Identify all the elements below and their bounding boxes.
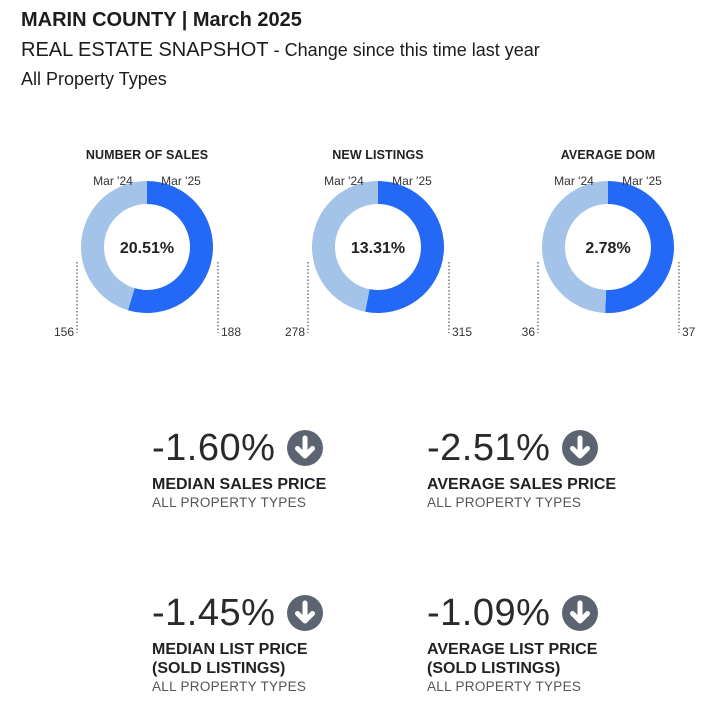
period-label-current: Mar '25 (161, 174, 201, 188)
report-subtitle: REAL ESTATE SNAPSHOT - Change since this… (21, 38, 540, 62)
metric-median-sales-price: -1.60% MEDIAN SALES PRICE ALL PROPERTY T… (152, 426, 326, 511)
report-subtitle-main: REAL ESTATE SNAPSHOT (21, 39, 269, 61)
metric-label-secondary: (SOLD LISTINGS) (152, 660, 286, 677)
period-label-prior: Mar '24 (324, 174, 364, 188)
arrow-down-circle-icon (287, 430, 324, 466)
donut-title: NUMBER OF SALES (85, 148, 209, 162)
period-label-current: Mar '25 (622, 174, 662, 188)
report-subtitle-suffix: - Change since this time last year (273, 40, 540, 60)
report-title: MARIN COUNTY | March 2025 (21, 9, 302, 31)
metric-label-secondary: (SOLD LISTINGS) (427, 660, 561, 677)
donut-svg: 20.51% Mar '24 Mar '25 156 188 (54, 174, 241, 339)
value-label-prior: 156 (54, 325, 74, 339)
value-label-prior: 278 (285, 325, 305, 339)
value-label-current: 37 (682, 325, 696, 339)
value-label-current: 315 (452, 325, 472, 339)
donut-slice-current (127, 181, 213, 313)
arrow-down-circle-icon (562, 595, 599, 631)
metric-value: -1.09% (427, 592, 551, 634)
donut-slice-prior (312, 181, 378, 312)
metric-value: -1.45% (152, 592, 276, 634)
metric-average-list-price: -1.09% AVERAGE LIST PRICE (SOLD LISTINGS… (427, 591, 599, 695)
arrow-down-circle-icon (287, 595, 324, 631)
metric-value: -2.51% (427, 427, 551, 469)
metric-value: -1.60% (152, 427, 276, 469)
metric-note: ALL PROPERTY TYPES (427, 495, 582, 510)
donut-chart-number-of-sales: NUMBER OF SALES 20.51% Mar '24 Mar '25 156 1… (47, 148, 247, 348)
donut-center-label: 20.51% (120, 240, 174, 257)
metric-label: AVERAGE LIST PRICE (427, 641, 598, 658)
metric-note: ALL PROPERTY TYPES (152, 495, 307, 510)
donut-svg: 13.31% Mar '24 Mar '25 278 315 (285, 174, 472, 339)
donut-chart-new-listings: NEW LISTINGS 13.31% Mar '24 Mar '25 278 315 (278, 148, 478, 348)
metric-average-sales-price: -2.51% AVERAGE SALES PRICE ALL PROPERTY … (427, 426, 616, 511)
donut-slice-prior (541, 181, 608, 313)
donut-title: NEW LISTINGS (332, 148, 424, 162)
donut-slice-current (605, 181, 674, 313)
arrow-down-circle-icon (562, 430, 599, 466)
property-type-label: All Property Types (21, 69, 167, 89)
donut-svg: 2.78% Mar '24 Mar '25 36 37 (522, 174, 696, 339)
metric-label: MEDIAN SALES PRICE (152, 476, 327, 493)
value-label-prior: 36 (522, 325, 536, 339)
donut-chart-average-dom: AVERAGE DOM 2.78% Mar '24 Mar '25 36 37 (508, 148, 708, 348)
donut-slice-prior (80, 181, 147, 311)
value-label-current: 188 (221, 325, 241, 339)
metric-label: MEDIAN LIST PRICE (152, 641, 308, 658)
period-label-prior: Mar '24 (93, 174, 133, 188)
donut-slice-current (365, 181, 445, 313)
metric-note: ALL PROPERTY TYPES (427, 679, 582, 694)
metric-median-list-price: -1.45% MEDIAN LIST PRICE (SOLD LISTINGS)… (152, 591, 324, 695)
period-label-current: Mar '25 (392, 174, 432, 188)
metric-note: ALL PROPERTY TYPES (152, 679, 307, 694)
donut-title: AVERAGE DOM (560, 148, 656, 162)
donut-center-label: 2.78% (585, 240, 630, 257)
donut-center-label: 13.31% (351, 240, 405, 257)
period-label-prior: Mar '24 (554, 174, 594, 188)
report-header: MARIN COUNTY | March 2025 REAL ESTATE SN… (21, 8, 540, 90)
metric-label: AVERAGE SALES PRICE (427, 476, 617, 493)
